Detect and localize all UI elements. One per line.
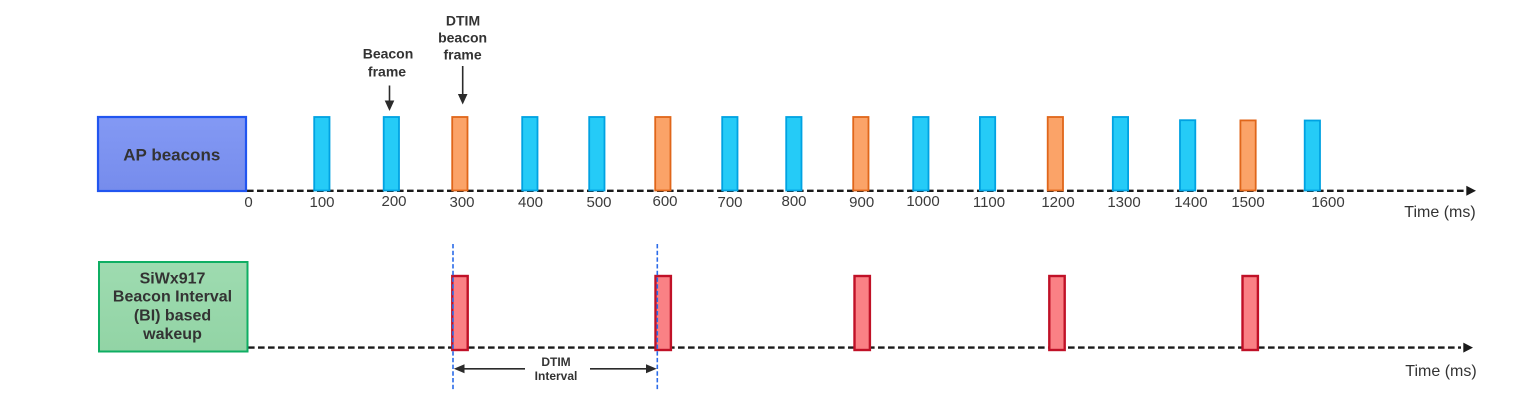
svg-text:1500: 1500 [1231, 194, 1264, 211]
svg-text:400: 400 [518, 194, 543, 211]
svg-text:1300: 1300 [1107, 194, 1140, 211]
svg-text:600: 600 [652, 193, 677, 210]
svg-text:Beacon: Beacon [363, 46, 414, 62]
svg-text:1400: 1400 [1174, 194, 1207, 211]
svg-text:900: 900 [849, 194, 874, 211]
svg-text:300: 300 [449, 194, 474, 211]
svg-text:frame: frame [444, 47, 482, 63]
svg-text:(BI) based: (BI) based [134, 308, 211, 325]
svg-text:AP beacons: AP beacons [123, 146, 220, 165]
svg-text:500: 500 [586, 194, 611, 211]
svg-text:700: 700 [717, 194, 742, 211]
svg-text:Interval: Interval [535, 369, 578, 383]
svg-text:DTIM: DTIM [541, 355, 570, 369]
svg-text:1600: 1600 [1311, 194, 1344, 211]
svg-text:Time (ms): Time (ms) [1405, 363, 1476, 380]
svg-text:1200: 1200 [1041, 194, 1074, 211]
svg-text:1100: 1100 [973, 194, 1005, 211]
svg-text:200: 200 [381, 193, 406, 210]
svg-text:frame: frame [368, 64, 406, 80]
svg-text:Time (ms): Time (ms) [1404, 204, 1475, 221]
svg-text:800: 800 [781, 193, 806, 210]
svg-text:1000: 1000 [906, 193, 939, 210]
svg-text:Beacon Interval: Beacon Interval [113, 289, 232, 306]
svg-text:0: 0 [244, 194, 252, 211]
svg-text:SiWx917: SiWx917 [140, 270, 206, 287]
svg-text:100: 100 [309, 194, 334, 211]
svg-text:beacon: beacon [438, 30, 487, 46]
svg-text:DTIM: DTIM [446, 13, 480, 29]
svg-text:wakeup: wakeup [142, 326, 202, 343]
